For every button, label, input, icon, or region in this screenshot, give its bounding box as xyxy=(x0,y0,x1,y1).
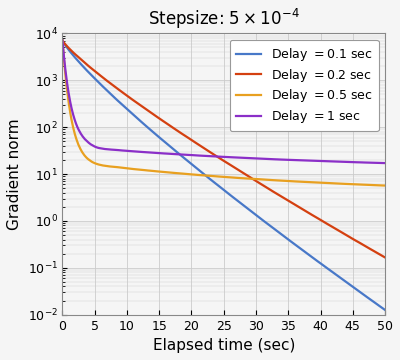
X-axis label: Elapsed time (sec): Elapsed time (sec) xyxy=(152,338,295,353)
Delay $= 0.2$ sec xyxy=(184,134,188,139)
Delay $= 0.1$ sec xyxy=(383,308,388,312)
Y-axis label: Gradient norm: Gradient norm xyxy=(7,118,22,230)
Delay $= 1$ sec xyxy=(97,146,102,150)
Delay $= 1$ sec xyxy=(198,153,202,158)
Delay $= 0.5$ sec xyxy=(97,162,102,167)
Delay $= 0.1$ sec xyxy=(60,38,65,42)
Legend: Delay $= 0.1$ sec, Delay $= 0.2$ sec, Delay $= 0.5$ sec, Delay $= 1$ sec: Delay $= 0.1$ sec, Delay $= 0.2$ sec, De… xyxy=(230,40,379,131)
Line: Delay $= 0.5$ sec: Delay $= 0.5$ sec xyxy=(62,40,385,185)
Delay $= 0.5$ sec xyxy=(60,38,65,42)
Delay $= 0.1$ sec xyxy=(342,278,346,283)
Title: Stepsize: $5 \times 10^{-4}$: Stepsize: $5 \times 10^{-4}$ xyxy=(148,7,300,31)
Delay $= 0.2$ sec xyxy=(383,255,388,260)
Delay $= 0.2$ sec xyxy=(60,38,65,42)
Delay $= 1$ sec xyxy=(60,38,65,42)
Delay $= 0.5$ sec xyxy=(184,172,188,176)
Delay $= 1$ sec xyxy=(383,161,388,165)
Delay $= 0.1$ sec xyxy=(376,303,381,307)
Line: Delay $= 0.1$ sec: Delay $= 0.1$ sec xyxy=(62,40,385,310)
Delay $= 0.5$ sec xyxy=(376,183,381,188)
Delay $= 0.5$ sec xyxy=(342,182,346,186)
Delay $= 0.5$ sec xyxy=(116,165,121,170)
Delay $= 1$ sec xyxy=(342,160,346,164)
Delay $= 0.2$ sec xyxy=(342,231,346,236)
Delay $= 0.5$ sec xyxy=(383,183,388,188)
Delay $= 0.2$ sec xyxy=(116,87,121,91)
Delay $= 0.5$ sec xyxy=(198,173,202,177)
Delay $= 0.2$ sec xyxy=(97,72,102,77)
Line: Delay $= 1$ sec: Delay $= 1$ sec xyxy=(62,40,385,163)
Delay $= 1$ sec xyxy=(376,161,381,165)
Delay $= 0.5$ sec xyxy=(382,183,387,188)
Delay $= 0.1$ sec xyxy=(97,81,102,85)
Delay $= 1$ sec xyxy=(184,153,188,157)
Delay $= 0.1$ sec xyxy=(198,169,202,173)
Delay $= 1$ sec xyxy=(116,148,121,152)
Line: Delay $= 0.2$ sec: Delay $= 0.2$ sec xyxy=(62,40,385,257)
Delay $= 0.2$ sec xyxy=(376,252,381,256)
Delay $= 0.1$ sec xyxy=(184,158,188,162)
Delay $= 0.2$ sec xyxy=(198,144,202,148)
Delay $= 0.1$ sec xyxy=(116,99,121,103)
